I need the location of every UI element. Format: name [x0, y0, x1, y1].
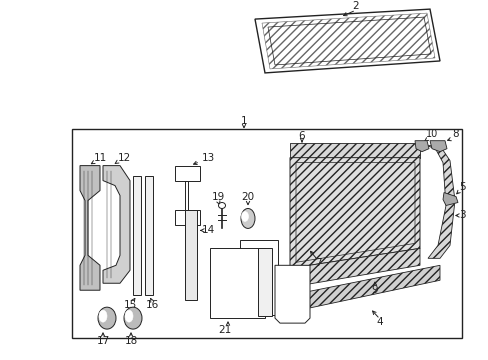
Ellipse shape [241, 211, 248, 221]
Text: 3: 3 [458, 211, 465, 220]
Text: 2: 2 [352, 1, 359, 11]
Polygon shape [289, 248, 419, 287]
Polygon shape [429, 141, 446, 152]
Text: 11: 11 [93, 153, 106, 163]
Bar [145, 176, 153, 295]
Text: 14: 14 [201, 225, 214, 235]
Polygon shape [103, 166, 130, 283]
Ellipse shape [125, 310, 133, 322]
Ellipse shape [218, 203, 225, 208]
Text: 5: 5 [458, 181, 465, 192]
Text: 20: 20 [241, 192, 254, 202]
Text: 13: 13 [201, 153, 214, 163]
Bar [209, 248, 264, 318]
Text: 19: 19 [211, 192, 224, 202]
Bar [184, 211, 197, 300]
Text: 12: 12 [117, 153, 130, 163]
Text: 9: 9 [371, 285, 378, 295]
Ellipse shape [98, 307, 116, 329]
Bar [258, 248, 271, 316]
Polygon shape [274, 265, 309, 323]
Polygon shape [254, 9, 439, 73]
Polygon shape [80, 166, 100, 290]
Text: 21: 21 [218, 325, 231, 335]
Polygon shape [175, 166, 200, 225]
Ellipse shape [241, 208, 254, 229]
Text: 18: 18 [124, 336, 137, 346]
Polygon shape [442, 193, 457, 206]
Ellipse shape [99, 310, 107, 322]
Text: 6: 6 [298, 131, 305, 141]
Text: 16: 16 [145, 300, 158, 310]
Text: 8: 8 [452, 129, 458, 139]
Text: 15: 15 [123, 300, 136, 310]
Text: 10: 10 [425, 129, 437, 139]
Text: 1: 1 [240, 116, 247, 126]
Polygon shape [427, 146, 454, 258]
Text: 4: 4 [376, 317, 383, 327]
Polygon shape [289, 143, 419, 158]
Text: 7: 7 [314, 258, 321, 268]
Ellipse shape [124, 307, 142, 329]
Bar [72, 129, 461, 338]
Text: 17: 17 [96, 336, 109, 346]
Bar [240, 240, 278, 315]
Polygon shape [414, 141, 428, 152]
Polygon shape [289, 158, 419, 268]
Polygon shape [289, 265, 439, 312]
Bar [133, 176, 141, 295]
